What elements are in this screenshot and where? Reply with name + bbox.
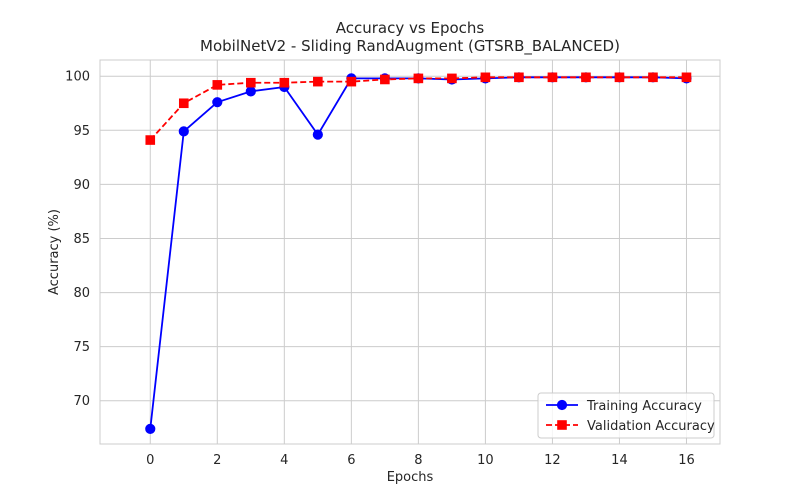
- data-point-validation: [581, 72, 591, 83]
- data-point-training: [312, 129, 323, 140]
- data-point-validation: [514, 72, 524, 83]
- data-point-validation: [246, 77, 256, 88]
- data-point-validation: [279, 77, 290, 88]
- data-point-validation: [313, 76, 323, 87]
- legend-box: [537, 392, 715, 439]
- x-tick-label: 0: [146, 453, 154, 468]
- legend-marker-training: [556, 399, 568, 411]
- data-point-validation: [145, 135, 156, 145]
- data-point-validation: [681, 72, 692, 83]
- x-tick-label: 6: [347, 453, 355, 468]
- legend-marker-symbol-training: [556, 399, 568, 411]
- data-point-training: [245, 86, 256, 97]
- y-tick-label: 70: [73, 394, 90, 409]
- legend-label-validation: Validation Accuracy: [587, 419, 715, 434]
- chart-subtitle: MobilNetV2 - Sliding RandAugment (GTSRB_…: [200, 37, 620, 56]
- data-point-validation: [413, 73, 424, 84]
- data-point-validation: [346, 76, 357, 87]
- legend-marker-symbol-validation: [557, 420, 567, 430]
- plot-area: [99, 59, 721, 445]
- data-point-validation: [547, 72, 558, 83]
- x-tick-label: 12: [544, 453, 561, 468]
- x-tick-label: 16: [678, 453, 695, 468]
- chart-legend: Training Accuracy Validation Accuracy: [537, 392, 715, 439]
- data-point-validation: [480, 72, 491, 83]
- legend-label-training: Training Accuracy: [586, 399, 702, 414]
- y-tick-label: 95: [73, 124, 90, 139]
- y-axis-label: Accuracy (%): [47, 209, 62, 295]
- y-tick-labels: 70 75 80 85 90 95 100: [65, 70, 90, 410]
- data-point-validation: [447, 73, 457, 84]
- legend-marker-validation: [557, 420, 567, 430]
- x-tick-labels: 0 2 4 6 8 10 12 14 16: [146, 453, 695, 468]
- chart-title: Accuracy vs Epochs: [336, 19, 485, 37]
- x-tick-label: 10: [477, 453, 494, 468]
- y-tick-label: 100: [65, 70, 90, 85]
- data-point-training: [212, 97, 223, 108]
- data-series: [145, 72, 692, 434]
- data-point-validation: [178, 98, 189, 109]
- x-tick-label: 8: [414, 453, 422, 468]
- series-validation: [145, 72, 692, 145]
- x-tick-label: 4: [280, 453, 288, 468]
- y-tick-label: 75: [73, 340, 90, 355]
- y-tick-label: 80: [73, 286, 90, 301]
- y-tick-label: 85: [73, 232, 90, 247]
- data-point-validation: [614, 72, 625, 83]
- data-point-validation: [648, 72, 658, 83]
- x-tick-label: 2: [213, 453, 221, 468]
- x-tick-label: 14: [611, 453, 628, 468]
- data-point-training: [178, 126, 189, 137]
- x-axis-label: Epochs: [387, 470, 434, 485]
- data-point-validation: [380, 74, 390, 85]
- data-point-training: [145, 423, 156, 434]
- y-tick-label: 90: [73, 178, 90, 193]
- data-point-validation: [212, 80, 223, 90]
